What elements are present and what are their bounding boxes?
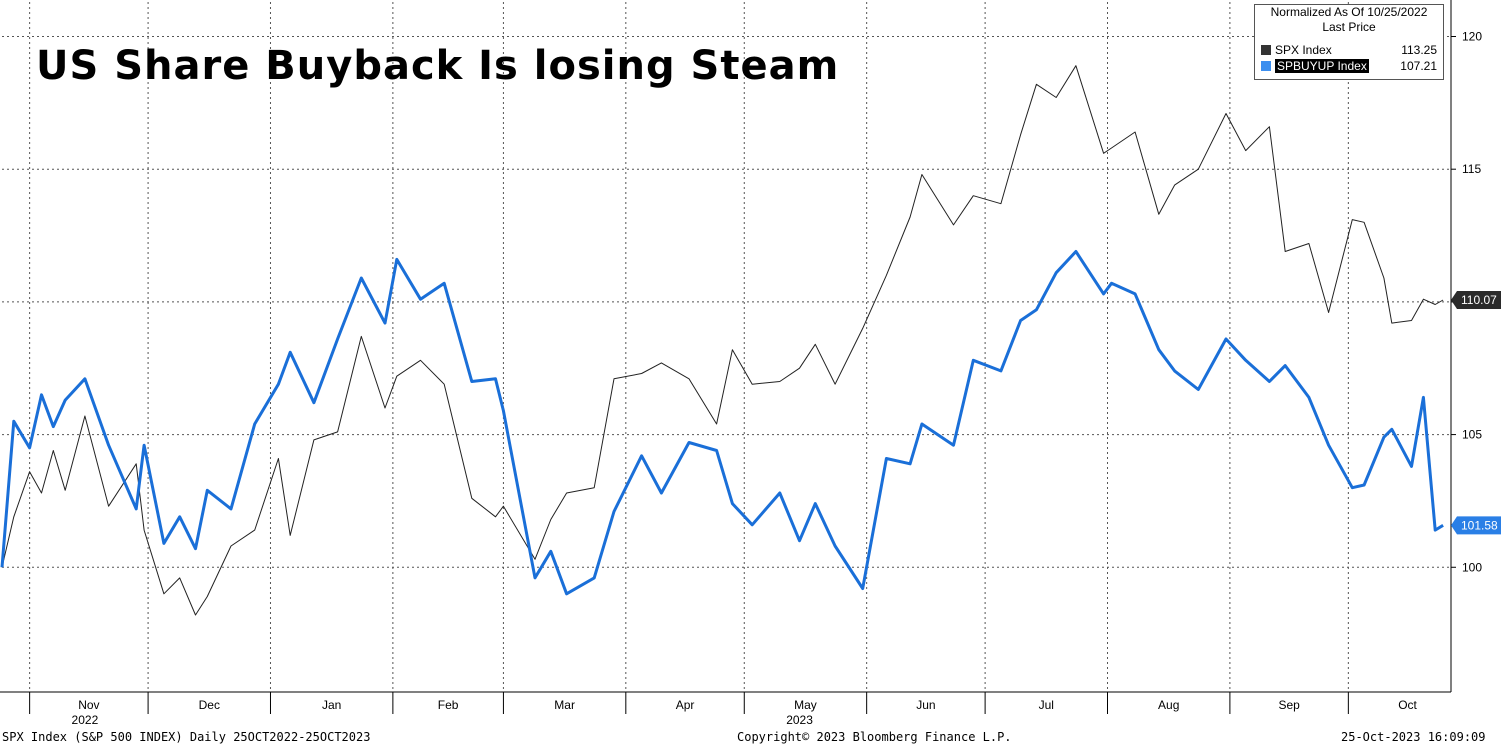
legend-value-spx: 113.25	[1401, 43, 1437, 57]
x-tick-label: Jul	[1039, 698, 1054, 712]
series-line-spx	[1, 65, 1444, 616]
legend-header-1: Normalized As Of 10/25/2022	[1270, 5, 1428, 19]
legend: Normalized As Of 10/25/2022 Last Price S…	[1254, 4, 1444, 80]
x-tick-label: Sep	[1278, 698, 1300, 712]
y-tick-label: 120	[1462, 30, 1482, 44]
end-value-tag-spbuyup: 101.58	[1451, 516, 1501, 535]
end-value-tag-shape	[1451, 516, 1501, 535]
x-year-label: 2023	[786, 713, 813, 727]
x-tick-label: Jun	[916, 698, 935, 712]
legend-value-spbuyup: 107.21	[1400, 59, 1437, 73]
legend-header-2: Last Price	[1322, 20, 1376, 34]
end-value-tag-shape	[1451, 291, 1501, 310]
y-tick-label: 100	[1462, 560, 1482, 574]
legend-swatch-spbuyup	[1261, 61, 1271, 71]
x-tick-label: Mar	[554, 698, 575, 712]
footer-timestamp: 25-Oct-2023 16:09:09	[1341, 730, 1486, 744]
x-tick-label: May	[794, 698, 817, 712]
series-line-spbuyup	[0, 250, 1444, 596]
y-tick-label: 105	[1462, 428, 1482, 442]
y-tick-label: 115	[1462, 162, 1481, 176]
end-value-tag-spx: 110.07	[1451, 291, 1501, 310]
end-value-label: 110.07	[1461, 293, 1497, 307]
legend-label-spx: SPX Index	[1275, 43, 1332, 57]
axes: 100105110115120NovDecJanFebMarAprMayJunJ…	[0, 0, 1501, 727]
x-year-label: 2022	[72, 713, 99, 727]
x-tick-label: Feb	[438, 698, 459, 712]
x-tick-label: Oct	[1398, 698, 1417, 712]
x-tick-label: Aug	[1158, 698, 1179, 712]
x-tick-label: Nov	[78, 698, 99, 712]
grid-lines	[2, 2, 1451, 692]
end-value-label: 101.58	[1461, 518, 1498, 532]
series-lines	[0, 65, 1444, 616]
legend-entry-spx: SPX Index 113.25	[1261, 43, 1437, 58]
legend-swatch-spx	[1261, 45, 1271, 55]
footer-copyright: Copyright© 2023 Bloomberg Finance L.P.	[737, 730, 1012, 744]
x-tick-label: Jan	[322, 698, 341, 712]
legend-entry-spbuyup: SPBUYUP Index 107.21	[1261, 59, 1437, 74]
x-tick-label: Apr	[676, 698, 695, 712]
legend-label-spbuyup: SPBUYUP Index	[1275, 59, 1369, 73]
footer-source: SPX Index (S&P 500 INDEX) Daily 25OCT202…	[2, 730, 371, 744]
chart-title: US Share Buyback Is losing Steam	[36, 43, 839, 89]
x-tick-label: Dec	[199, 698, 220, 712]
